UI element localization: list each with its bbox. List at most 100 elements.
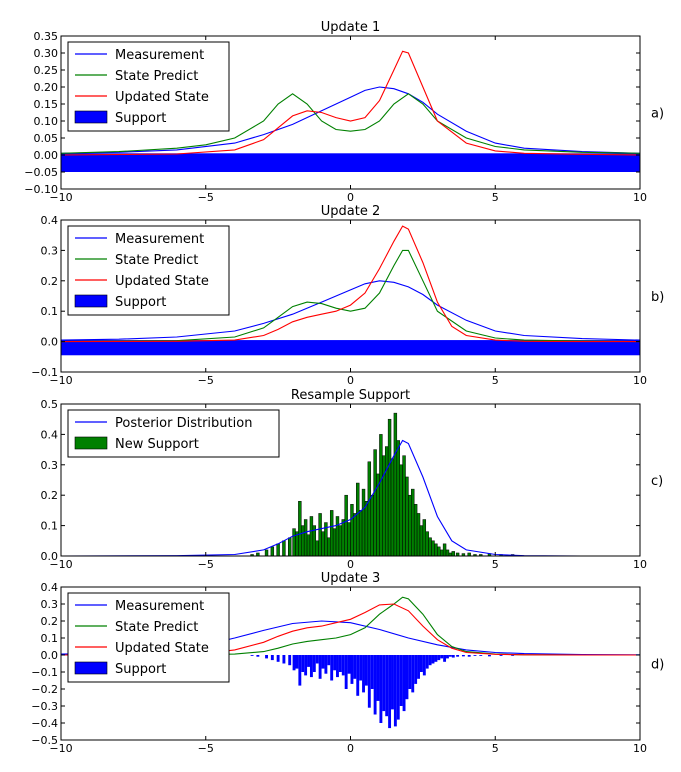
bar — [367, 461, 372, 556]
support-bar — [321, 655, 325, 669]
bar — [321, 531, 325, 556]
bar — [393, 412, 398, 556]
bar — [437, 546, 441, 556]
support-bar — [431, 655, 435, 664]
legend-label: Updated State — [115, 274, 209, 289]
support-bar — [434, 655, 438, 662]
bar — [292, 528, 296, 556]
bar — [390, 458, 395, 556]
bar — [428, 537, 432, 556]
bar — [327, 537, 331, 556]
support-bar — [359, 655, 363, 681]
bar — [288, 537, 292, 556]
x-tick-label: 0 — [347, 742, 354, 755]
bar — [356, 482, 360, 556]
support-bar — [391, 655, 394, 710]
panel-label: d) — [651, 658, 664, 673]
bar — [270, 546, 275, 556]
support-bar — [373, 655, 377, 715]
bar — [445, 549, 450, 556]
y-tick-label: 0.00 — [34, 149, 59, 162]
y-tick-label: 0.5 — [41, 398, 59, 411]
y-tick-label: 0.2 — [41, 275, 59, 288]
series-line-1 — [61, 249, 640, 343]
x-tick-label: 10 — [633, 191, 647, 204]
x-tick-label: −5 — [198, 374, 214, 387]
legend-label: Support — [115, 295, 166, 310]
support-bar — [256, 655, 260, 657]
support-bar — [399, 655, 403, 706]
bar — [455, 552, 460, 556]
y-tick-label: −0.4 — [31, 717, 58, 730]
bar — [442, 543, 447, 556]
y-tick-label: 0.3 — [41, 459, 59, 472]
y-tick-label: 0.2 — [41, 615, 59, 628]
legend-label: Measurement — [115, 232, 204, 247]
support-bar — [298, 655, 302, 686]
support-bar — [324, 655, 328, 674]
series-line-0 — [61, 280, 640, 341]
legend-label: Posterior Distribution — [115, 416, 252, 431]
y-tick-label: 0.35 — [34, 30, 59, 43]
y-tick-label: 0.2 — [41, 489, 59, 502]
legend-label: Measurement — [115, 599, 204, 614]
support-bar — [422, 655, 426, 676]
support-bar — [461, 655, 465, 657]
support-bar — [446, 655, 449, 659]
support-bar — [456, 655, 460, 657]
support-bar — [312, 655, 316, 672]
y-tick-label: 0.0 — [41, 550, 59, 563]
support-bar — [333, 655, 337, 671]
bar — [422, 519, 427, 556]
x-tick-label: −5 — [198, 742, 214, 755]
bar — [408, 494, 412, 556]
support-bar — [388, 655, 392, 729]
support-bar — [367, 655, 371, 708]
y-tick-label: 0.10 — [34, 115, 59, 128]
bar — [256, 552, 260, 556]
bar — [405, 476, 409, 556]
legend-label: Measurement — [115, 48, 204, 63]
bar — [411, 488, 415, 556]
series-line-0 — [61, 439, 640, 556]
y-tick-label: 0.3 — [41, 598, 59, 611]
bar — [387, 418, 392, 556]
legend-label: State Predict — [115, 253, 198, 268]
support-bar — [362, 655, 365, 693]
legend-label: Updated State — [115, 641, 209, 656]
bar — [344, 494, 348, 556]
legend-label: New Support — [115, 437, 199, 452]
support-bar — [364, 655, 368, 686]
y-tick-label: −0.1 — [31, 366, 58, 379]
series-line-1 — [61, 93, 640, 154]
support-bar — [309, 655, 313, 678]
x-tick-label: 5 — [492, 742, 499, 755]
bar — [353, 513, 357, 556]
support-bar — [479, 655, 483, 656]
bar — [431, 540, 435, 556]
y-tick-label: 0.1 — [41, 632, 59, 645]
bar — [379, 434, 383, 556]
bar — [425, 531, 429, 556]
bar — [341, 519, 345, 556]
bar — [282, 540, 286, 556]
support-bar — [356, 655, 360, 696]
bar — [413, 504, 418, 556]
bar — [434, 543, 438, 556]
support-bar — [408, 655, 412, 689]
support-bar — [419, 655, 423, 672]
support-bar — [270, 655, 274, 661]
bar — [361, 488, 366, 556]
bar — [338, 525, 343, 556]
legend-label: Support — [115, 662, 166, 677]
y-tick-label: −0.3 — [31, 700, 58, 713]
bar — [396, 440, 400, 556]
legend: Measurement State Predict Updated State Sup… — [67, 225, 230, 316]
legend-swatch — [74, 436, 108, 450]
bar — [439, 549, 444, 556]
y-tick-label: 0.1 — [41, 305, 59, 318]
bar — [309, 516, 314, 556]
legend-swatch — [74, 294, 108, 308]
bar — [332, 528, 337, 556]
